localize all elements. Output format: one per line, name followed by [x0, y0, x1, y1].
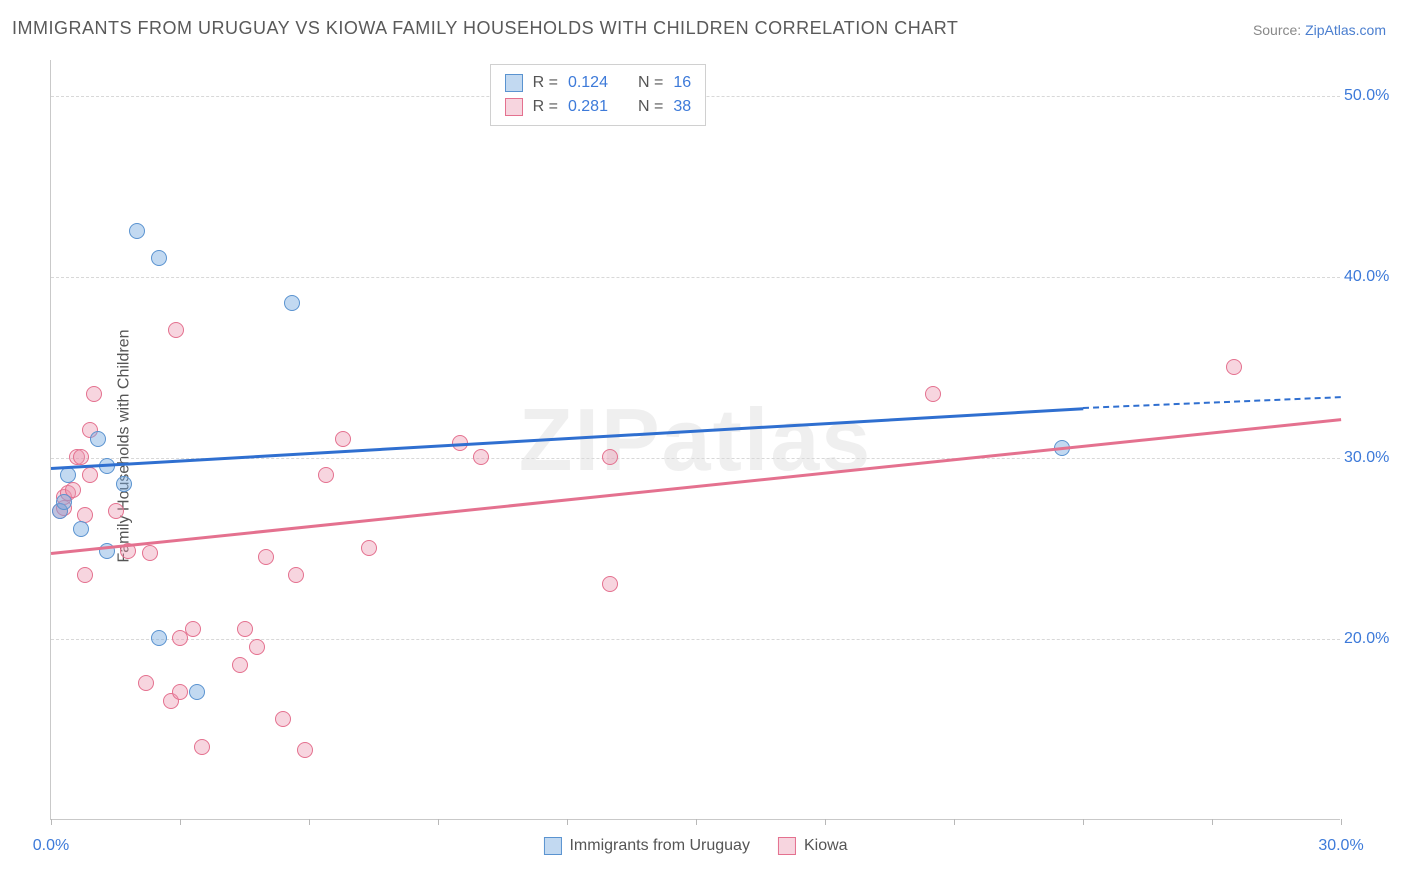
gridline-h	[51, 639, 1340, 640]
data-point-kiowa	[297, 742, 313, 758]
legend-n-label: N =	[638, 71, 663, 95]
legend-row-uruguay: R = 0.124 N = 16	[505, 71, 692, 95]
chart-container: IMMIGRANTS FROM URUGUAY VS KIOWA FAMILY …	[0, 0, 1406, 892]
data-point-kiowa	[77, 567, 93, 583]
data-point-kiowa	[473, 449, 489, 465]
legend-label: Kiowa	[804, 837, 848, 855]
xtick-mark	[309, 819, 310, 825]
ytick-label: 50.0%	[1344, 87, 1404, 105]
data-point-kiowa	[138, 675, 154, 691]
data-point-uruguay	[60, 467, 76, 483]
xtick-mark	[1341, 819, 1342, 825]
xtick-mark	[954, 819, 955, 825]
legend-swatch-uruguay	[543, 837, 561, 855]
data-point-kiowa	[361, 540, 377, 556]
data-point-kiowa	[275, 711, 291, 727]
legend-r-value: 0.124	[568, 71, 608, 95]
data-point-kiowa	[73, 449, 89, 465]
data-point-kiowa	[142, 545, 158, 561]
legend-r-value: 0.281	[568, 95, 608, 119]
trend-line-dashed	[1083, 397, 1341, 410]
xtick-mark	[438, 819, 439, 825]
xtick-mark	[825, 819, 826, 825]
legend-swatch-kiowa	[778, 837, 796, 855]
data-point-uruguay	[129, 223, 145, 239]
xtick-mark	[567, 819, 568, 825]
data-point-kiowa	[82, 467, 98, 483]
legend-n-value: 16	[673, 71, 691, 95]
data-point-kiowa	[185, 621, 201, 637]
xtick-mark	[180, 819, 181, 825]
data-point-kiowa	[318, 467, 334, 483]
data-point-uruguay	[151, 630, 167, 646]
xtick-mark	[1212, 819, 1213, 825]
data-point-uruguay	[151, 250, 167, 266]
data-point-kiowa	[602, 576, 618, 592]
plot-area: ZIPatlas 20.0%30.0%40.0%50.0%0.0%30.0%R …	[50, 60, 1340, 820]
legend-label: Immigrants from Uruguay	[569, 837, 750, 855]
data-point-uruguay	[116, 476, 132, 492]
data-point-kiowa	[258, 549, 274, 565]
data-point-kiowa	[168, 322, 184, 338]
legend-swatch-kiowa	[505, 98, 523, 116]
xtick-label: 30.0%	[1318, 837, 1363, 855]
legend-row-kiowa: R = 0.281 N = 38	[505, 95, 692, 119]
data-point-kiowa	[108, 503, 124, 519]
data-point-kiowa	[335, 431, 351, 447]
data-point-kiowa	[232, 657, 248, 673]
legend-item-kiowa: Kiowa	[778, 837, 848, 855]
legend-item-uruguay: Immigrants from Uruguay	[543, 837, 750, 855]
ytick-label: 20.0%	[1344, 630, 1404, 648]
legend-n-label: N =	[638, 95, 663, 119]
data-point-kiowa	[237, 621, 253, 637]
data-point-kiowa	[249, 639, 265, 655]
legend-correlation: R = 0.124 N = 16 R = 0.281 N = 38	[490, 64, 707, 126]
data-point-kiowa	[86, 386, 102, 402]
source-prefix: Source:	[1253, 22, 1305, 38]
xtick-mark	[696, 819, 697, 825]
xtick-label: 0.0%	[33, 837, 69, 855]
xtick-mark	[1083, 819, 1084, 825]
watermark: ZIPatlas	[519, 389, 872, 491]
data-point-uruguay	[56, 494, 72, 510]
legend-series: Immigrants from Uruguay Kiowa	[543, 837, 847, 855]
legend-r-label: R =	[533, 95, 558, 119]
data-point-kiowa	[172, 684, 188, 700]
data-point-uruguay	[284, 295, 300, 311]
data-point-uruguay	[189, 684, 205, 700]
legend-n-value: 38	[673, 95, 691, 119]
ytick-label: 40.0%	[1344, 268, 1404, 286]
data-point-kiowa	[194, 739, 210, 755]
legend-r-label: R =	[533, 71, 558, 95]
data-point-kiowa	[602, 449, 618, 465]
data-point-kiowa	[1226, 359, 1242, 375]
chart-title: IMMIGRANTS FROM URUGUAY VS KIOWA FAMILY …	[12, 18, 958, 39]
gridline-h	[51, 277, 1340, 278]
ytick-label: 30.0%	[1344, 449, 1404, 467]
data-point-kiowa	[288, 567, 304, 583]
trend-line	[51, 418, 1341, 554]
legend-swatch-uruguay	[505, 74, 523, 92]
data-point-uruguay	[90, 431, 106, 447]
data-point-uruguay	[73, 521, 89, 537]
xtick-mark	[51, 819, 52, 825]
data-point-kiowa	[925, 386, 941, 402]
source-label: Source: ZipAtlas.com	[1253, 22, 1386, 38]
source-link[interactable]: ZipAtlas.com	[1305, 22, 1386, 38]
